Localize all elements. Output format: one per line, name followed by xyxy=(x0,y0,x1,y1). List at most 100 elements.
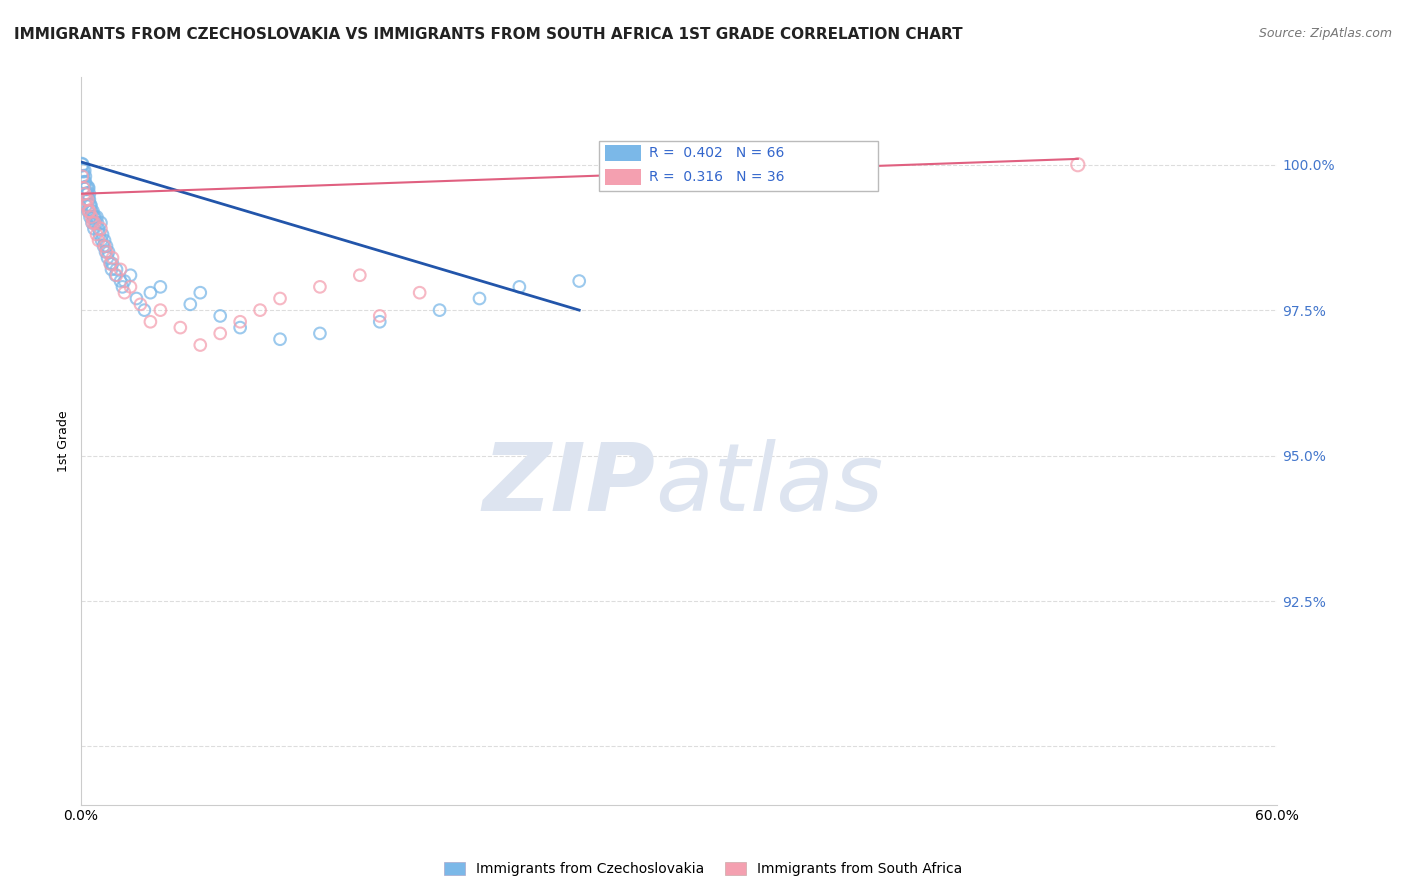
Text: R =  0.316   N = 36: R = 0.316 N = 36 xyxy=(650,170,785,185)
Point xyxy=(86,227,108,242)
Point xyxy=(86,216,108,230)
Point xyxy=(110,274,132,288)
Point xyxy=(120,268,142,283)
Point xyxy=(75,193,97,207)
Y-axis label: 1st Grade: 1st Grade xyxy=(58,410,70,472)
Point xyxy=(179,297,201,311)
Point xyxy=(229,315,252,329)
Point xyxy=(188,338,211,352)
Point xyxy=(83,210,105,224)
Point xyxy=(96,239,118,253)
Point xyxy=(110,262,132,277)
Point xyxy=(368,309,391,323)
Point xyxy=(76,193,98,207)
Point xyxy=(76,198,98,212)
Point xyxy=(79,204,101,219)
Point xyxy=(72,169,94,184)
Point xyxy=(169,320,191,334)
Point xyxy=(249,303,271,318)
Point xyxy=(79,198,101,212)
Point xyxy=(139,285,162,300)
Point xyxy=(100,257,122,271)
Point xyxy=(129,297,152,311)
Point xyxy=(368,315,391,329)
Point xyxy=(1067,158,1090,172)
Point xyxy=(77,193,100,207)
Point xyxy=(77,204,100,219)
Point xyxy=(568,274,591,288)
Point xyxy=(93,239,115,253)
Text: atlas: atlas xyxy=(655,439,883,530)
Point xyxy=(229,320,252,334)
Point xyxy=(468,292,491,306)
Point xyxy=(76,186,98,201)
Point xyxy=(86,210,108,224)
Point xyxy=(76,181,98,195)
FancyBboxPatch shape xyxy=(605,169,641,185)
Legend: Immigrants from Czechoslovakia, Immigrants from South Africa: Immigrants from Czechoslovakia, Immigran… xyxy=(444,863,962,876)
Point xyxy=(83,221,105,235)
Point xyxy=(149,303,172,318)
Point xyxy=(83,210,105,224)
Point xyxy=(75,198,97,212)
Point xyxy=(134,303,156,318)
Point xyxy=(72,163,94,178)
Point xyxy=(269,292,291,306)
FancyBboxPatch shape xyxy=(599,142,879,191)
Point xyxy=(93,239,115,253)
Point xyxy=(125,292,148,306)
Point xyxy=(94,244,117,259)
Point xyxy=(70,158,93,172)
Point xyxy=(70,169,93,184)
Point xyxy=(76,181,98,195)
Point xyxy=(101,251,124,265)
Point xyxy=(80,210,103,224)
Point xyxy=(309,326,332,341)
Point xyxy=(96,251,118,265)
Point xyxy=(79,198,101,212)
Point xyxy=(72,163,94,178)
Point xyxy=(97,244,120,259)
Point xyxy=(408,285,430,300)
FancyBboxPatch shape xyxy=(605,145,641,161)
Point xyxy=(77,193,100,207)
Point xyxy=(80,216,103,230)
Point xyxy=(349,268,371,283)
Point xyxy=(89,227,111,242)
Point xyxy=(72,181,94,195)
Point xyxy=(82,204,104,219)
Point xyxy=(73,186,96,201)
Point xyxy=(96,244,118,259)
Point xyxy=(309,280,332,294)
Point xyxy=(73,181,96,195)
Point xyxy=(87,221,110,235)
Point xyxy=(90,233,112,247)
Point xyxy=(149,280,172,294)
Point xyxy=(93,233,115,247)
Point xyxy=(73,175,96,189)
Point xyxy=(104,268,127,283)
Point xyxy=(73,169,96,184)
Point xyxy=(111,280,134,294)
Text: ZIP: ZIP xyxy=(482,439,655,531)
Point xyxy=(114,285,136,300)
Point xyxy=(77,186,100,201)
Point xyxy=(105,268,128,283)
Point xyxy=(209,326,232,341)
Point xyxy=(79,210,101,224)
Point xyxy=(120,280,142,294)
Text: R =  0.402   N = 66: R = 0.402 N = 66 xyxy=(650,146,785,160)
Point xyxy=(75,186,97,201)
Text: Source: ZipAtlas.com: Source: ZipAtlas.com xyxy=(1258,27,1392,40)
Point xyxy=(84,216,107,230)
Point xyxy=(188,285,211,300)
Point xyxy=(77,204,100,219)
Point xyxy=(80,204,103,219)
Point xyxy=(70,158,93,172)
Point xyxy=(91,227,114,242)
Point xyxy=(87,233,110,247)
Point xyxy=(100,262,122,277)
Point xyxy=(75,181,97,195)
Point xyxy=(139,315,162,329)
Point xyxy=(73,175,96,189)
